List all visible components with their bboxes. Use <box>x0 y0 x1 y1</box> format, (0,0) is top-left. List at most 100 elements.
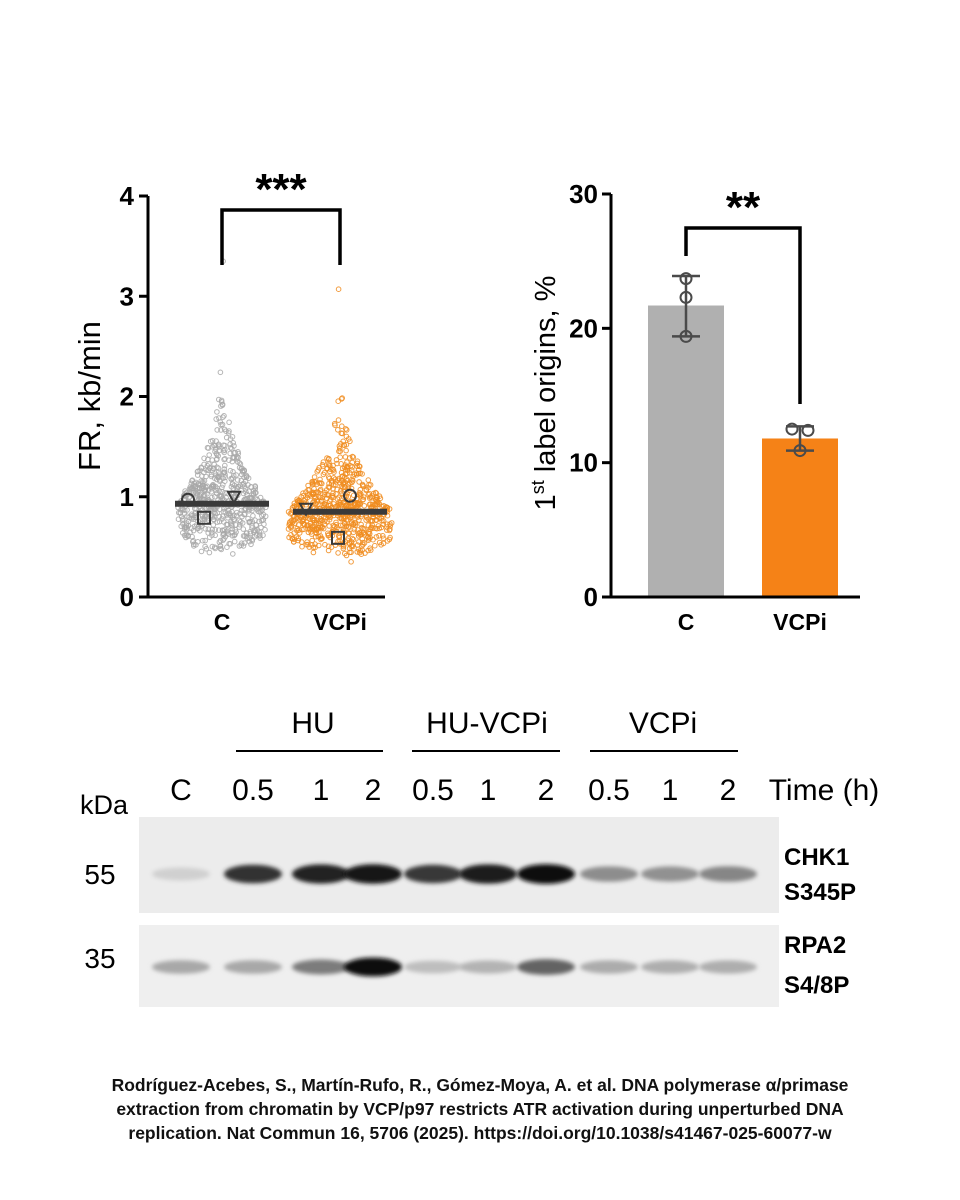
swarm-point-c <box>205 445 212 451</box>
swarm-point-c <box>230 490 237 496</box>
swarm-point-vcpi <box>386 536 393 543</box>
swarm-point-c <box>218 427 224 433</box>
swarm-point-c <box>216 513 223 520</box>
swarm-point-c <box>220 414 226 421</box>
swarm-point-c <box>229 458 236 465</box>
origins-tick-label: 0 <box>584 582 598 612</box>
swarm-point-vcpi <box>334 524 340 531</box>
swarm-point-vcpi <box>361 526 368 532</box>
swarm-point-c <box>222 489 228 496</box>
swarm-point-vcpi <box>309 537 316 544</box>
band-rpa2-lane-9 <box>699 960 757 974</box>
band-chk1-lane-7 <box>580 866 638 882</box>
swarm-point-vcpi <box>333 521 340 528</box>
swarm-point-vcpi <box>313 501 319 507</box>
swarm-point-c <box>239 513 245 520</box>
swarm-point-vcpi <box>380 535 387 542</box>
swarm-point-vcpi <box>319 535 325 542</box>
swarm-point-c <box>221 527 228 533</box>
swarm-point-vcpi <box>367 482 374 488</box>
swarm-point-vcpi <box>310 490 316 497</box>
swarm-point-vcpi <box>365 477 372 483</box>
swarm-point-vcpi <box>306 544 313 550</box>
swarm-point-vcpi <box>360 497 366 503</box>
origins-points <box>679 272 815 458</box>
swarm-point-c <box>177 510 183 516</box>
swarm-point-vcpi <box>386 527 393 534</box>
swarm-point-vcpi <box>294 525 301 532</box>
swarm-point-vcpi <box>324 455 330 461</box>
swarm-point-c <box>228 519 234 525</box>
swarm-point-c <box>248 541 254 548</box>
swarm-point-c <box>236 464 243 471</box>
replicate-circle-c <box>181 492 195 507</box>
swarm-point-vcpi <box>333 491 339 497</box>
swarm-point-vcpi <box>317 516 324 522</box>
swarm-point-vcpi <box>313 529 319 536</box>
swarm-point-c <box>226 428 232 434</box>
swarm-point-c <box>205 526 212 533</box>
lane-label-3: 2 <box>365 774 382 807</box>
origins-y-label: 1st label origins, % <box>528 276 562 511</box>
swarm-point-c <box>209 532 215 539</box>
swarm-point-vcpi <box>361 540 368 546</box>
lane-label-4: 0.5 <box>412 774 454 807</box>
swarm-point-vcpi <box>295 537 302 544</box>
blot-bands <box>152 864 757 977</box>
swarm-point-c <box>208 489 215 495</box>
swarm-point-c <box>214 456 220 462</box>
origins-significance-bracket <box>684 226 802 404</box>
swarm-point-vcpi <box>343 441 350 448</box>
swarm-point-vcpi <box>357 501 363 508</box>
swarm-point-vcpi <box>329 494 335 500</box>
swarm-point-c <box>209 437 216 444</box>
swarm-point-c <box>235 484 242 490</box>
swarm-point-c <box>198 548 205 555</box>
swarm-point-c <box>222 509 229 516</box>
swarm-point-vcpi <box>358 551 365 558</box>
swarm-point-vcpi <box>304 539 310 545</box>
fork-rate-tick-label: 4 <box>120 181 135 211</box>
swarm-point-vcpi <box>357 492 364 499</box>
swarm-point-vcpi <box>326 523 333 529</box>
lane-label-5: 1 <box>480 774 497 807</box>
swarm-point-vcpi <box>288 517 295 524</box>
swarm-point-vcpi <box>319 517 325 524</box>
replicate-circle-vcpi <box>343 488 357 503</box>
swarm-point-vcpi <box>328 480 335 486</box>
swarm-point-c <box>221 469 228 476</box>
swarm-point-vcpi <box>343 427 350 433</box>
swarm-point-c <box>202 526 209 532</box>
swarm-point-c <box>203 546 210 552</box>
swarm-point-c <box>260 532 266 539</box>
replicate-triangle-vcpi <box>298 502 314 517</box>
swarm-point-c <box>217 537 224 544</box>
swarm-point-c <box>231 450 237 456</box>
swarm-point-vcpi <box>336 494 342 501</box>
band-chk1-lane-3 <box>344 864 402 884</box>
swarm-point-vcpi <box>288 525 295 531</box>
swarm-point-c <box>217 369 224 376</box>
swarm-point-c <box>201 461 207 468</box>
swarm-point-c <box>248 495 255 502</box>
swarm-point-c <box>185 533 191 539</box>
replicate-square-vcpi <box>331 530 345 545</box>
swarm-point-vcpi <box>316 520 322 527</box>
swarm-point-c <box>213 416 219 422</box>
band-rpa2-lane-8 <box>641 960 699 974</box>
swarm-point-vcpi <box>374 525 380 532</box>
swarm-point-vcpi <box>373 497 380 503</box>
swarm-point-vcpi <box>325 532 332 538</box>
swarm-point-vcpi <box>324 518 330 525</box>
swarm-point-vcpi <box>319 461 326 468</box>
swarm-point-vcpi <box>363 486 370 493</box>
swarm-point-vcpi <box>335 550 341 556</box>
swarm-point-c <box>241 540 248 546</box>
swarm-point-vcpi <box>336 448 342 455</box>
swarm-point-vcpi <box>365 491 372 498</box>
swarm-point-c <box>181 526 188 532</box>
swarm-point-c <box>216 518 223 525</box>
swarm-point-vcpi <box>330 467 337 473</box>
band-chk1-lane-4 <box>404 864 462 884</box>
swarm-point-c <box>210 483 217 490</box>
